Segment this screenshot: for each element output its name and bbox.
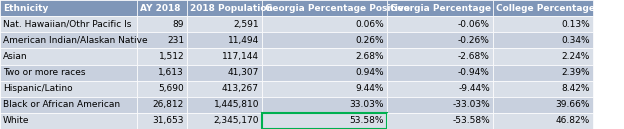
Bar <box>187 64 262 81</box>
Text: -0.06%: -0.06% <box>458 20 490 29</box>
Bar <box>387 64 493 81</box>
Text: 1,512: 1,512 <box>158 52 184 61</box>
Bar <box>187 97 262 113</box>
Text: 31,653: 31,653 <box>153 116 184 125</box>
Bar <box>387 32 493 48</box>
Bar <box>137 97 187 113</box>
Text: 2.68%: 2.68% <box>355 52 384 61</box>
Text: Hispanic/Latino: Hispanic/Latino <box>3 84 73 93</box>
Text: Georgia Percentage: Georgia Percentage <box>390 4 491 13</box>
Text: -0.94%: -0.94% <box>458 68 490 77</box>
Bar <box>0 97 137 113</box>
Text: Black or African American: Black or African American <box>3 100 120 109</box>
Bar <box>262 113 387 129</box>
Bar <box>137 16 187 32</box>
Bar <box>137 48 187 64</box>
Bar <box>262 16 387 32</box>
Text: 0.94%: 0.94% <box>355 68 384 77</box>
Text: 2018 Population: 2018 Population <box>190 4 273 13</box>
Bar <box>262 97 387 113</box>
Bar <box>493 32 593 48</box>
Bar <box>387 113 493 129</box>
Bar <box>493 64 593 81</box>
Bar <box>0 48 137 64</box>
Bar <box>262 64 387 81</box>
Text: 11,494: 11,494 <box>228 36 259 45</box>
Bar <box>137 113 187 129</box>
Text: Nat. Hawaiian/Othr Pacific Is: Nat. Hawaiian/Othr Pacific Is <box>3 20 132 29</box>
Text: -53.58%: -53.58% <box>452 116 490 125</box>
Text: 1,613: 1,613 <box>158 68 184 77</box>
Text: 26,812: 26,812 <box>153 100 184 109</box>
Text: 5,690: 5,690 <box>158 84 184 93</box>
Text: 413,267: 413,267 <box>222 84 259 93</box>
Bar <box>262 81 387 97</box>
Bar <box>262 0 387 16</box>
Bar <box>387 0 493 16</box>
Text: 2,345,170: 2,345,170 <box>213 116 259 125</box>
Bar <box>262 113 387 129</box>
Text: 2.24%: 2.24% <box>562 52 590 61</box>
Text: Ethnicity: Ethnicity <box>3 4 49 13</box>
Bar <box>137 0 187 16</box>
Bar <box>0 81 137 97</box>
Text: Asian: Asian <box>3 52 27 61</box>
Text: -33.03%: -33.03% <box>452 100 490 109</box>
Text: 89: 89 <box>173 20 184 29</box>
Text: American Indian/Alaskan Native: American Indian/Alaskan Native <box>3 36 148 45</box>
Bar <box>493 0 593 16</box>
Text: College Percentage: College Percentage <box>496 4 595 13</box>
Text: 46.82%: 46.82% <box>555 116 590 125</box>
Bar <box>387 81 493 97</box>
Bar <box>0 16 137 32</box>
Bar <box>0 32 137 48</box>
Text: 9.44%: 9.44% <box>355 84 384 93</box>
Text: 0.13%: 0.13% <box>561 20 590 29</box>
Bar <box>387 16 493 32</box>
Bar <box>137 81 187 97</box>
Bar <box>187 16 262 32</box>
Text: Two or more races: Two or more races <box>3 68 85 77</box>
Text: 0.34%: 0.34% <box>561 36 590 45</box>
Bar <box>187 32 262 48</box>
Text: 1,445,810: 1,445,810 <box>213 100 259 109</box>
Text: 2,591: 2,591 <box>233 20 259 29</box>
Bar <box>493 113 593 129</box>
Bar <box>0 64 137 81</box>
Bar <box>137 32 187 48</box>
Text: -9.44%: -9.44% <box>458 84 490 93</box>
Text: 117,144: 117,144 <box>222 52 259 61</box>
Bar <box>187 0 262 16</box>
Text: -0.26%: -0.26% <box>458 36 490 45</box>
Bar <box>0 0 137 16</box>
Text: 0.06%: 0.06% <box>355 20 384 29</box>
Bar <box>387 48 493 64</box>
Text: 33.03%: 33.03% <box>349 100 384 109</box>
Bar <box>187 113 262 129</box>
Text: 39.66%: 39.66% <box>555 100 590 109</box>
Bar <box>493 16 593 32</box>
Text: 231: 231 <box>167 36 184 45</box>
Text: White: White <box>3 116 29 125</box>
Text: 53.58%: 53.58% <box>349 116 384 125</box>
Text: 41,307: 41,307 <box>228 68 259 77</box>
Text: 8.42%: 8.42% <box>561 84 590 93</box>
Text: 0.26%: 0.26% <box>355 36 384 45</box>
Bar <box>493 48 593 64</box>
Bar <box>262 48 387 64</box>
Bar <box>262 32 387 48</box>
Bar <box>493 81 593 97</box>
Text: AY 2018: AY 2018 <box>140 4 181 13</box>
Bar <box>187 48 262 64</box>
Bar <box>187 81 262 97</box>
Bar <box>493 97 593 113</box>
Bar <box>387 97 493 113</box>
Text: -2.68%: -2.68% <box>458 52 490 61</box>
Bar <box>0 113 137 129</box>
Text: Georgia Percentage Positive: Georgia Percentage Positive <box>265 4 410 13</box>
Bar <box>137 64 187 81</box>
Text: 2.39%: 2.39% <box>561 68 590 77</box>
